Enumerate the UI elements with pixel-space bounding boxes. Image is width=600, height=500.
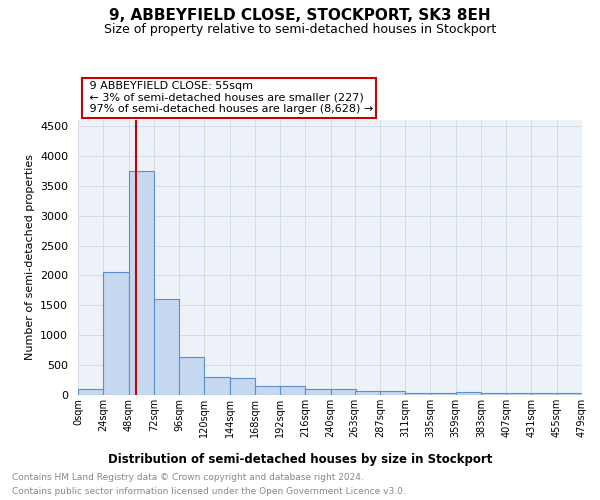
- Bar: [103, 272, 128, 395]
- Bar: [78, 389, 103, 395]
- Bar: [405, 392, 430, 395]
- Bar: [532, 393, 557, 395]
- Bar: [128, 171, 154, 395]
- Bar: [305, 389, 331, 395]
- Bar: [557, 393, 582, 395]
- Bar: [430, 393, 456, 395]
- Bar: [331, 389, 356, 395]
- Bar: [481, 393, 506, 395]
- Bar: [154, 300, 179, 395]
- Text: Contains HM Land Registry data © Crown copyright and database right 2024.: Contains HM Land Registry data © Crown c…: [12, 472, 364, 482]
- Bar: [204, 377, 230, 395]
- Bar: [456, 392, 481, 395]
- Bar: [355, 392, 380, 395]
- Text: Contains public sector information licensed under the Open Government Licence v3: Contains public sector information licen…: [12, 488, 406, 496]
- Text: 9, ABBEYFIELD CLOSE, STOCKPORT, SK3 8EH: 9, ABBEYFIELD CLOSE, STOCKPORT, SK3 8EH: [109, 8, 491, 22]
- Bar: [280, 386, 305, 395]
- Bar: [380, 392, 405, 395]
- Text: Distribution of semi-detached houses by size in Stockport: Distribution of semi-detached houses by …: [108, 452, 492, 466]
- Bar: [230, 378, 255, 395]
- Bar: [255, 386, 280, 395]
- Text: 9 ABBEYFIELD CLOSE: 55sqm
 ← 3% of semi-detached houses are smaller (227)
 97% o: 9 ABBEYFIELD CLOSE: 55sqm ← 3% of semi-d…: [86, 82, 373, 114]
- Y-axis label: Number of semi-detached properties: Number of semi-detached properties: [25, 154, 35, 360]
- Text: Size of property relative to semi-detached houses in Stockport: Size of property relative to semi-detach…: [104, 22, 496, 36]
- Bar: [179, 358, 204, 395]
- Bar: [506, 393, 532, 395]
